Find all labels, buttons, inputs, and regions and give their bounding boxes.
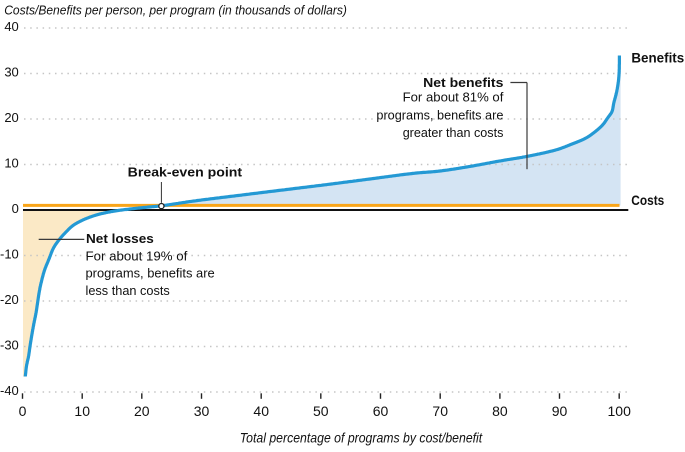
svg-text:80: 80 (492, 403, 508, 419)
svg-text:Costs/Benefits per person, per: Costs/Benefits per person, per program (… (4, 3, 347, 18)
svg-text:Benefits: Benefits (631, 49, 684, 65)
svg-text:20: 20 (4, 110, 18, 125)
svg-text:programs, benefits are: programs, benefits are (376, 107, 503, 122)
svg-text:100: 100 (608, 403, 632, 419)
svg-text:0: 0 (12, 201, 19, 216)
svg-text:-10: -10 (0, 246, 19, 261)
svg-text:Break-even point: Break-even point (128, 164, 243, 179)
svg-text:greater than costs: greater than costs (403, 125, 504, 140)
svg-text:Net losses: Net losses (86, 231, 154, 246)
svg-text:20: 20 (134, 403, 150, 419)
svg-text:For about 81% of: For about 81% of (403, 90, 504, 105)
svg-text:60: 60 (373, 403, 389, 419)
svg-text:40: 40 (4, 19, 18, 34)
svg-text:Total percentage of programs b: Total percentage of programs by cost/ben… (240, 430, 483, 446)
svg-text:For about 19% of: For about 19% of (86, 248, 188, 263)
svg-text:0: 0 (19, 403, 27, 419)
svg-text:50: 50 (313, 403, 329, 419)
svg-text:70: 70 (432, 403, 448, 419)
svg-text:30: 30 (4, 64, 18, 79)
svg-text:10: 10 (4, 155, 18, 170)
svg-text:programs, benefits are: programs, benefits are (86, 266, 215, 281)
svg-text:less than costs: less than costs (86, 283, 171, 298)
svg-text:10: 10 (74, 403, 90, 419)
svg-text:30: 30 (194, 403, 210, 419)
svg-text:Net benefits: Net benefits (423, 75, 503, 90)
svg-text:Costs: Costs (631, 192, 664, 208)
svg-text:90: 90 (552, 403, 568, 419)
svg-text:40: 40 (253, 403, 269, 419)
svg-text:-20: -20 (0, 292, 19, 307)
svg-text:-40: -40 (0, 383, 19, 398)
svg-text:-30: -30 (0, 337, 19, 352)
